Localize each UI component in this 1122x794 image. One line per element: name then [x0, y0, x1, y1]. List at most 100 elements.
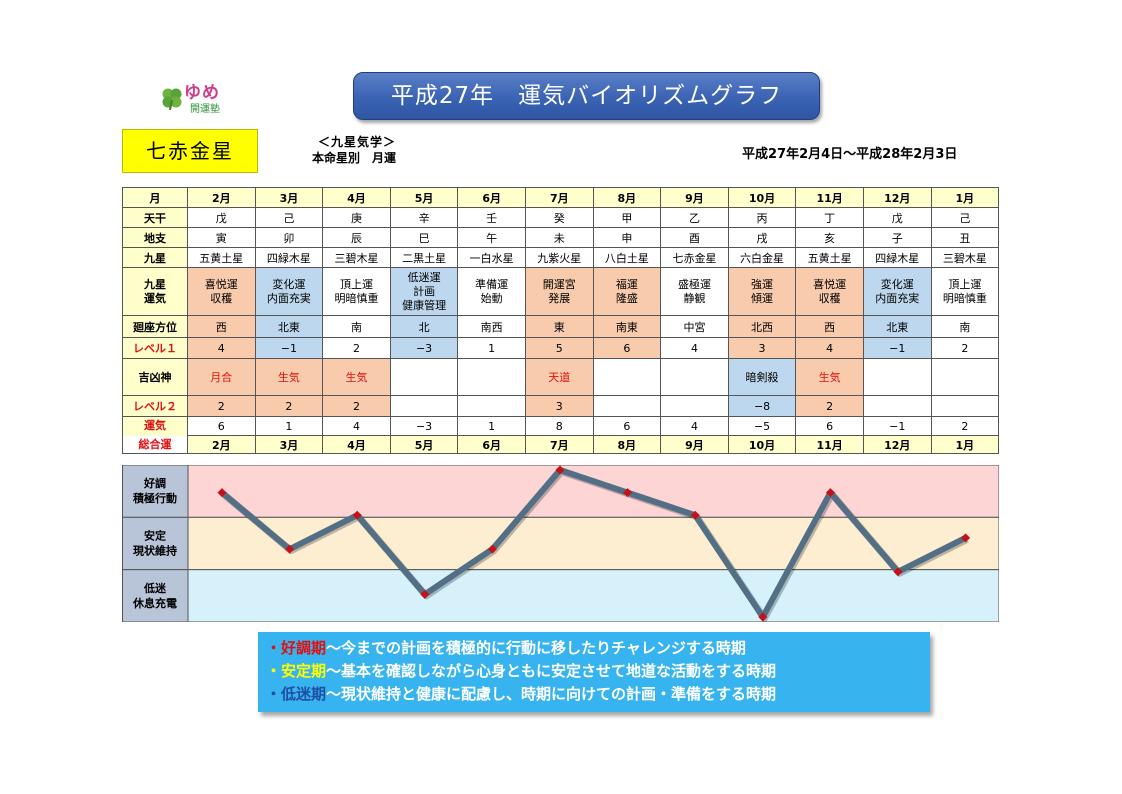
kikkyo-cell: 暗剣殺 [727, 358, 797, 396]
row-label: 総合運 [122, 435, 188, 454]
data-point [217, 488, 227, 498]
level2-cell [862, 395, 932, 417]
kikkyo-cell: 生気 [322, 358, 391, 396]
kaiza-cell: 西 [187, 315, 256, 338]
kyusei-cell: 一白水星 [457, 247, 526, 268]
band-label: 積極行動 [132, 491, 177, 505]
data-point [690, 510, 700, 520]
month-cell: 4月 [322, 187, 391, 208]
month-cell: 1月 [930, 187, 1000, 208]
row-label: 地支 [122, 227, 188, 248]
logo: ゆめ 開運塾 [160, 78, 240, 115]
chishi-cell: 申 [592, 227, 662, 248]
band-1 [187, 464, 1000, 518]
level1-cell: 4 [187, 337, 256, 359]
month-cell: 4月 [322, 435, 391, 454]
level1-cell: −1 [254, 337, 324, 359]
chishi-row: 地支寅卯辰巳午未申酉戌亥子丑 [122, 227, 1000, 248]
kikkyo-cell [930, 358, 1000, 396]
kaiza-cell: 北東 [254, 315, 324, 338]
kaiza-cell: 東 [524, 315, 594, 338]
clover-icon [162, 88, 182, 110]
unki-cell: 頂上運 明暗慎重 [322, 267, 391, 316]
unki-line: 変化運 [272, 277, 306, 291]
tenkan-cell: 癸 [524, 207, 594, 228]
month-cell: 8月 [592, 435, 662, 454]
chishi-cell: 寅 [187, 227, 256, 248]
level2-cell [930, 395, 1000, 417]
row-label: 九星 [122, 247, 188, 268]
kyusei-cell: 七赤金星 [660, 247, 729, 268]
row-label: 天干 [122, 207, 188, 228]
unki-line: 明暗慎重 [334, 291, 379, 305]
unki-line: 喜悦運 [204, 277, 238, 291]
unki-line: 頂上運 [948, 277, 982, 291]
kaiza-cell: 北 [389, 315, 459, 338]
level2-cell [457, 395, 526, 417]
level2-cell: 3 [524, 395, 594, 417]
level2-cell: 2 [795, 395, 864, 417]
chishi-cell: 巳 [389, 227, 459, 248]
month-cell: 10月 [727, 435, 797, 454]
unki-line: 低迷運 [407, 270, 441, 284]
kikkyo-cell [660, 358, 729, 396]
sogo-cell: 6 [795, 416, 864, 436]
kaiza-cell: 南東 [592, 315, 662, 338]
data-point [352, 510, 362, 520]
kaiza-cell: 西 [795, 315, 864, 338]
month-cell: 9月 [660, 435, 729, 454]
tenkan-cell: 己 [254, 207, 324, 228]
unki-line: 始動 [480, 291, 503, 305]
row-label: 吉凶神 [122, 358, 188, 396]
tenkan-cell: 丁 [795, 207, 864, 228]
band-label-bg [122, 516, 189, 571]
unki-line: 開運宮 [542, 277, 576, 291]
month-cell: 1月 [930, 435, 1000, 454]
data-point [961, 533, 971, 543]
data-point [623, 488, 633, 498]
data-point [420, 589, 430, 599]
sogo-cell: −5 [727, 416, 797, 436]
kikkyo-cell: 生気 [254, 358, 324, 396]
row-label: レベル２ [122, 395, 188, 417]
band-label: 休息充電 [132, 596, 177, 610]
month-cell: 12月 [862, 435, 932, 454]
data-point [285, 544, 295, 554]
unki-line: 内面充実 [875, 291, 920, 305]
kaiza-cell: 中宮 [660, 315, 729, 338]
unki-row: 九星 運気 喜悦運 収穫 変化運 内面充実 頂上運 明暗慎重 低迷運 計画 健康管理 準備運 始動 開運宮… [122, 267, 1000, 316]
band-label: 好調 [143, 476, 166, 490]
star-label: 七赤金星 [122, 129, 258, 173]
subtitle-kyusei: ＜九星気学＞ [318, 135, 397, 149]
unki-cell: 喜悦運 収穫 [187, 267, 256, 316]
subtitle-monthly: 本命星別 月運 [312, 151, 397, 165]
month-cell: 8月 [592, 187, 662, 208]
page-title: 平成27年 運気バイオリズムグラフ [353, 72, 820, 120]
tenkan-row: 天干戊己庚辛壬癸甲乙丙丁戊己 [122, 207, 1000, 228]
tenkan-cell: 戊 [862, 207, 932, 228]
band-label: 安定 [144, 529, 166, 543]
month-cell: 12月 [862, 187, 932, 208]
kikkyo-cell: 生気 [795, 358, 864, 396]
tenkan-cell: 甲 [592, 207, 662, 228]
legend-text: ～基本を確認しながら心身ともに安定させて地道な活動をする時期 [326, 662, 777, 680]
kikkyo-cell [389, 358, 459, 396]
level2-cell: −8 [727, 395, 797, 417]
sogo-cell: 4 [322, 416, 391, 436]
unki-cell: 変化運 内面充実 [254, 267, 324, 316]
level2-row: レベル２ 2 2 2 3 −8 2 [122, 395, 1000, 417]
level1-cell: −3 [389, 337, 459, 359]
unki-line: 準備運 [475, 277, 509, 291]
sogo-cell: 6 [592, 416, 662, 436]
data-point [758, 612, 768, 622]
legend-item: ・好調期～今までの計画を積極的に行動に移したりチャレンジする時期 [266, 637, 930, 660]
unki-line: 計画 [413, 284, 436, 298]
kikkyo-cell [457, 358, 526, 396]
month-row: 月 2月 3月 4月 5月 6月 7月 8月 9月 10月 11月 12月 1月 [122, 187, 1000, 208]
unki-cell: 準備運 始動 [457, 267, 526, 316]
sogo-cell: 1 [457, 416, 526, 436]
month-cell: 9月 [660, 187, 729, 208]
unki-line: 健康管理 [402, 298, 447, 312]
level1-row: レベル１ 4 −1 2 −3 1 5 6 4 3 4 −1 2 [122, 337, 1000, 359]
logo-text-top: ゆめ [184, 83, 220, 103]
